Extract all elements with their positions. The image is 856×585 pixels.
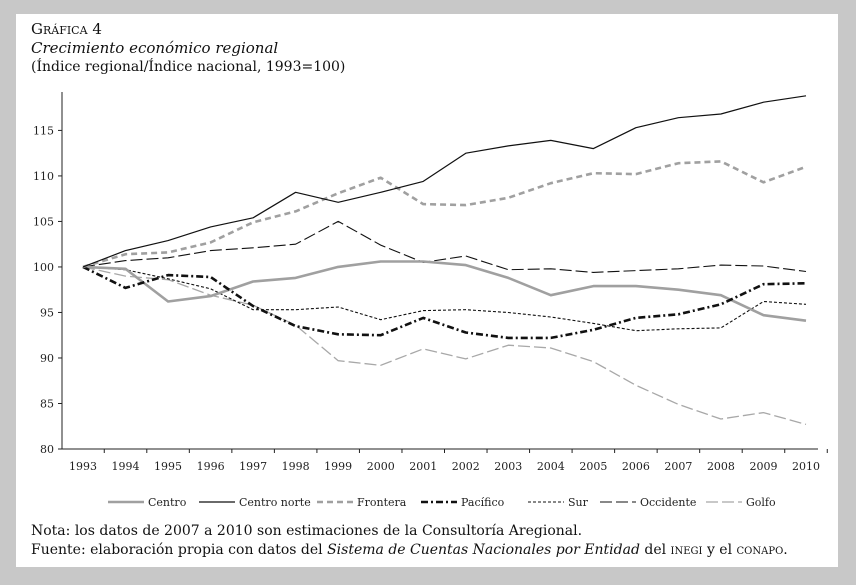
source-conapo: conapo	[736, 542, 784, 558]
y-tick-label: 90	[40, 352, 54, 365]
y-tick-label: 95	[40, 306, 54, 319]
x-tick-label: 1996	[197, 460, 225, 473]
x-tick-label: 2001	[409, 460, 437, 473]
x-tick-label: 2009	[749, 460, 777, 473]
legend-label-occidente: Occidente	[640, 496, 696, 509]
y-tick-label: 100	[33, 261, 54, 274]
chart-panel: Gráfica 4 Crecimiento económico regional…	[16, 14, 838, 567]
series-line-centro	[82, 260, 807, 322]
footer-note: Nota: los datos de 2007 a 2010 son estim…	[31, 523, 583, 539]
series-line-pac-fico	[82, 265, 807, 340]
source-text-1: Fuente: elaboración propia con datos del	[31, 542, 328, 558]
x-tick-label: 2006	[622, 460, 650, 473]
footer-source: Fuente: elaboración propia con datos del…	[31, 541, 788, 560]
legend-label-frontera: Frontera	[357, 496, 407, 509]
x-tick-label: 1995	[154, 460, 182, 473]
chart-footer: Nota: los datos de 2007 a 2010 son estim…	[31, 522, 788, 560]
series-line-sur	[82, 266, 807, 332]
series-line-golfo	[82, 266, 807, 426]
x-tick-label: 1999	[324, 460, 352, 473]
y-tick-label: 110	[33, 170, 54, 183]
source-text-2: del	[639, 542, 671, 558]
x-tick-label: 1994	[112, 460, 140, 473]
y-tick-label: 115	[33, 124, 54, 137]
legend-label-sur: Sur	[568, 496, 589, 509]
x-tick-label: 2004	[537, 460, 565, 473]
source-title: Sistema de Cuentas Nacionales por Entida…	[327, 542, 640, 558]
y-tick-label: 105	[33, 215, 54, 228]
x-tick-label: 1993	[69, 460, 97, 473]
legend-label-pac-fico: Pacífico	[461, 496, 505, 509]
source-text-3: y el	[702, 542, 737, 558]
source-inegi: inegi	[670, 542, 703, 558]
x-tick-label: 2008	[707, 460, 735, 473]
x-tick-label: 2010	[792, 460, 820, 473]
x-tick-label: 2007	[664, 460, 692, 473]
legend-label-centro: Centro	[148, 496, 187, 509]
x-tick-label: 1997	[239, 460, 267, 473]
series-line-occidente	[82, 220, 807, 273]
chart-subtitle: (Índice regional/Índice nacional, 1993=1…	[31, 59, 346, 75]
x-tick-label: 1998	[282, 460, 310, 473]
x-tick-label: 2003	[494, 460, 522, 473]
x-tick-label: 2005	[579, 460, 607, 473]
source-text-4: .	[783, 542, 788, 558]
series-line-frontera	[82, 160, 807, 269]
legend-label-centro-norte: Centro norte	[239, 496, 311, 509]
y-tick-label: 80	[40, 443, 54, 456]
x-tick-label: 2000	[367, 460, 395, 473]
line-chart: 80 85 90 95 100 105 110 115 1993 1994 1995 1996 1997…	[33, 92, 828, 509]
chart-header: Gráfica 4 Crecimiento económico regional…	[31, 20, 345, 77]
x-tick-label: 2002	[452, 460, 480, 473]
series-line-centro-norte	[82, 95, 807, 268]
y-tick-label: 85	[40, 397, 54, 410]
legend-label-golfo: Golfo	[746, 496, 776, 509]
chart-title: Crecimiento económico regional	[31, 39, 279, 57]
figure-label: Gráfica 4	[31, 20, 102, 38]
